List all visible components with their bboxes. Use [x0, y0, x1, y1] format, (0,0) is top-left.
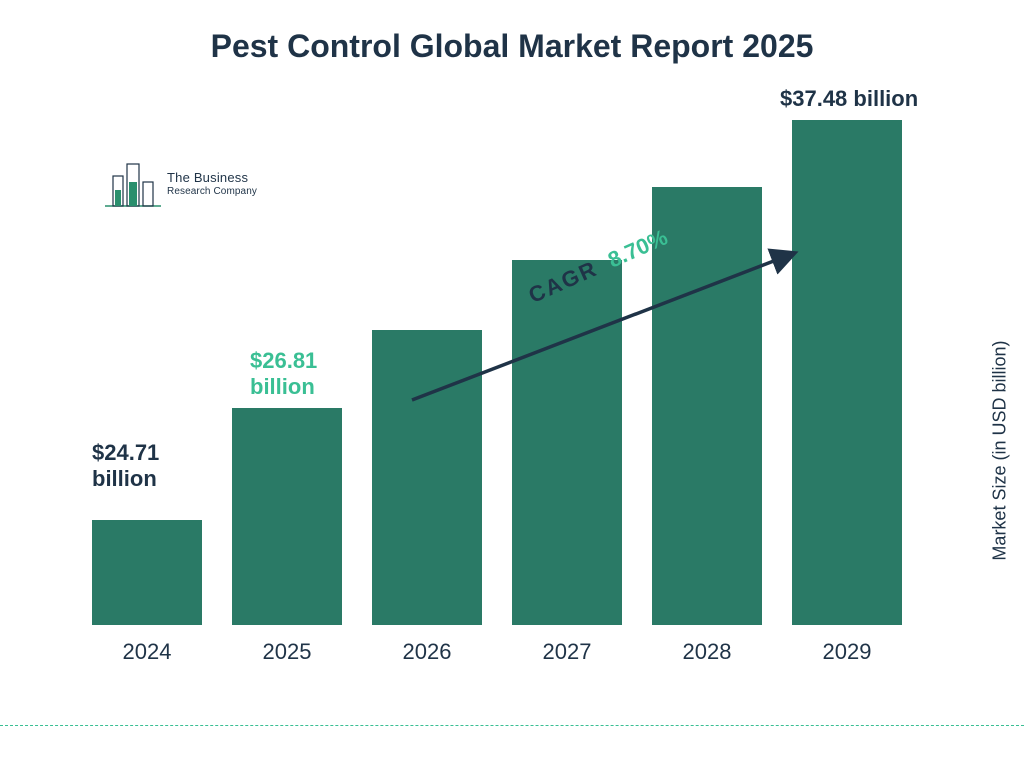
chart-title: Pest Control Global Market Report 2025: [0, 28, 1024, 65]
x-axis-label: 2026: [403, 639, 452, 665]
x-axis-label: 2025: [263, 639, 312, 665]
value-callout: $37.48 billion: [780, 86, 980, 112]
bar: [232, 408, 342, 625]
bar: [92, 520, 202, 625]
x-axis-label: 2029: [823, 639, 872, 665]
bar-chart: 2024 2025 2026 2027 2028 2029 CAGR 8.70% $24.…: [92, 110, 932, 665]
bottom-divider: [0, 725, 1024, 726]
x-axis-label: 2024: [123, 639, 172, 665]
y-axis-label: Market Size (in USD billion): [990, 341, 1011, 561]
cagr-annotation: CAGR 8.70%: [402, 240, 812, 410]
x-axis-labels: 2024 2025 2026 2027 2028 2029: [92, 629, 932, 665]
value-callout: $24.71 billion: [92, 440, 212, 493]
value-callout: $26.81 billion: [250, 348, 370, 401]
x-axis-label: 2027: [543, 639, 592, 665]
x-axis-label: 2028: [683, 639, 732, 665]
